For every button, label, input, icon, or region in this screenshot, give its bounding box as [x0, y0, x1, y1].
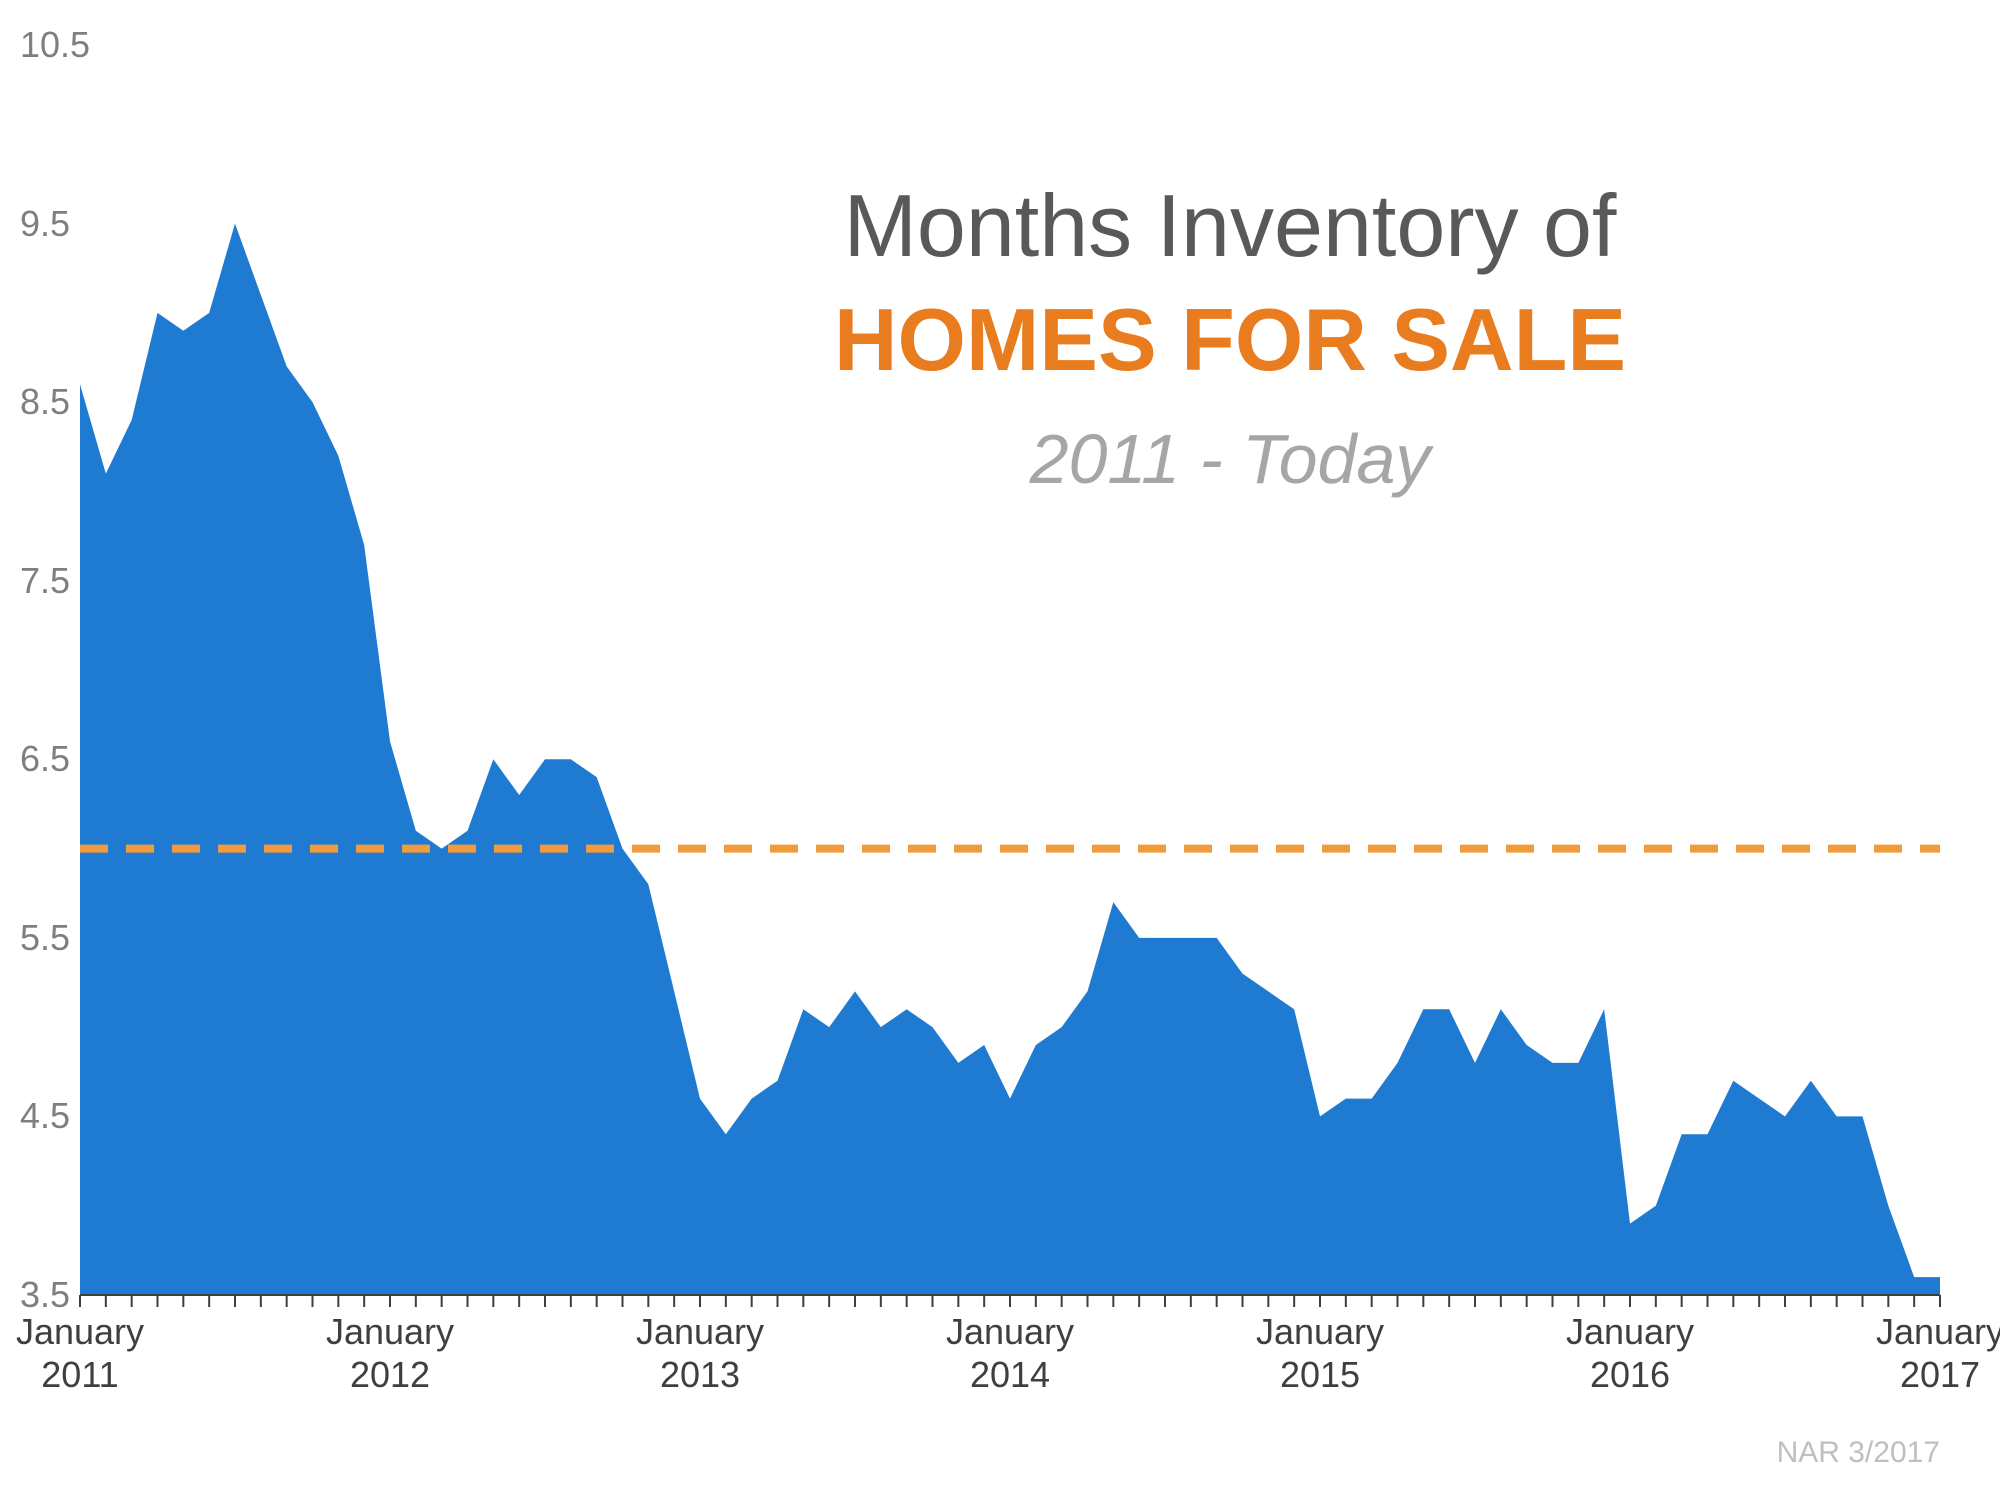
chart-source: NAR 3/2017 — [1777, 1436, 1940, 1470]
y-tick-label: 6.5 — [20, 738, 70, 780]
x-tick-label: January2012 — [326, 1310, 454, 1396]
y-tick-label: 5.5 — [20, 917, 70, 959]
x-tick-label: January2014 — [946, 1310, 1074, 1396]
y-tick-label: 10.5 — [20, 24, 70, 66]
inventory-chart: 3.54.55.56.57.58.59.510.5 January2011Jan… — [0, 0, 2000, 1500]
x-tick-label: January2017 — [1876, 1310, 2000, 1396]
chart-title-block: Months Inventory of HOMES FOR SALE 2011 … — [620, 175, 1840, 499]
chart-title-line3: 2011 - Today — [620, 419, 1840, 499]
y-tick-label: 8.5 — [20, 381, 70, 423]
x-tick-label: January2011 — [16, 1310, 144, 1396]
x-tick-label: January2013 — [636, 1310, 764, 1396]
x-tick-label: January2016 — [1566, 1310, 1694, 1396]
x-tick-label: January2015 — [1256, 1310, 1384, 1396]
y-tick-label: 9.5 — [20, 203, 70, 245]
chart-title-line1: Months Inventory of — [620, 175, 1840, 277]
chart-title-line2: HOMES FOR SALE — [620, 289, 1840, 391]
y-tick-label: 7.5 — [20, 560, 70, 602]
y-tick-label: 4.5 — [20, 1095, 70, 1137]
